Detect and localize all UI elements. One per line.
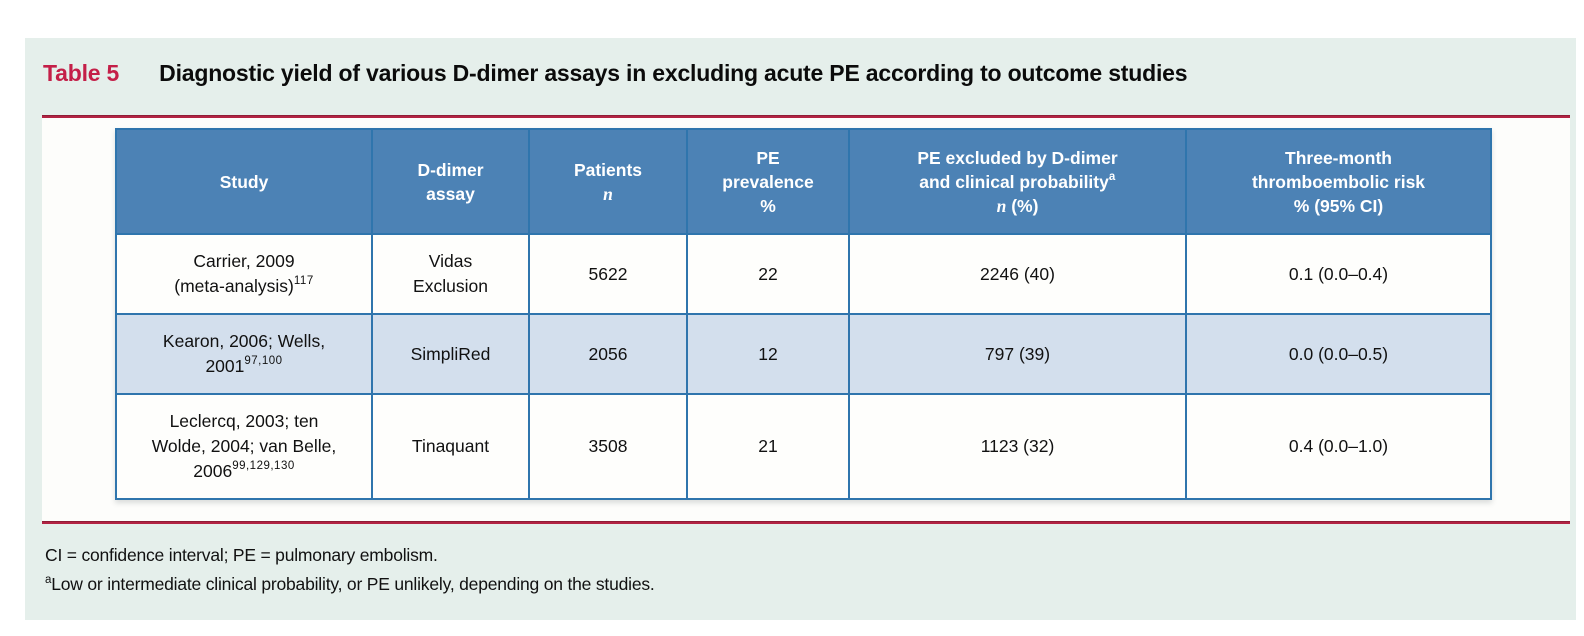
header-prevalence-label: PE prevalence % [722, 147, 814, 216]
header-excluded-lines: PE excluded by D-dimer and clinical prob… [917, 147, 1118, 192]
study-reference: 99,129,130 [232, 460, 295, 473]
data-table: Study D-dimer assay Patients n PE preval… [115, 128, 1492, 500]
cell-excluded: 2246 (40) [848, 233, 1187, 315]
table-number-label: Table 5 [43, 60, 120, 86]
study-reference: 117 [293, 275, 314, 288]
header-prevalence: PE prevalence % [686, 128, 850, 235]
patients-value: 5622 [588, 263, 628, 284]
table-panel: Table 5 Diagnostic yield of various D-dim… [25, 38, 1576, 620]
excluded-value: 2246 (40) [980, 263, 1055, 284]
header-excluded-footnote-mark: a [1108, 170, 1116, 183]
header-patients-label: Patients [573, 159, 643, 180]
table-area: Study D-dimer assay Patients n PE preval… [42, 118, 1570, 521]
risk-value: 0.0 (0.0–0.5) [1288, 343, 1389, 364]
assay-text: SimpliRed [410, 343, 491, 364]
footnotes: CI = confidence interval; PE = pulmonary… [42, 524, 1570, 599]
table-title: Table 5 Diagnostic yield of various D-dim… [42, 38, 1570, 115]
cell-excluded: 1123 (32) [848, 393, 1187, 500]
cell-assay: SimpliRed [371, 313, 530, 395]
cell-risk: 0.0 (0.0–0.5) [1185, 313, 1492, 395]
header-study-label: Study [219, 171, 269, 192]
excluded-value: 1123 (32) [980, 436, 1055, 456]
header-patients: Patients n [528, 128, 688, 235]
table-row: Leclercq, 2003; ten Wolde, 2004; van Bel… [115, 393, 1492, 500]
panel-content: Table 5 Diagnostic yield of various D-dim… [42, 38, 1570, 599]
study-text: Carrier, 2009 (meta-analysis) [174, 251, 295, 296]
cell-patients: 3508 [528, 393, 688, 500]
cell-study: Leclercq, 2003; ten Wolde, 2004; van Bel… [115, 393, 373, 500]
patients-value: 3508 [588, 436, 628, 456]
top-rule [42, 115, 1570, 118]
header-assay-label: D-dimer assay [417, 159, 484, 204]
prevalence-value: 21 [758, 436, 778, 456]
table-row: Carrier, 2009 (meta-analysis)117 Vidas E… [115, 233, 1492, 315]
cell-assay: Vidas Exclusion [371, 233, 530, 315]
header-assay: D-dimer assay [371, 128, 530, 235]
risk-value: 0.4 (0.0–1.0) [1288, 436, 1389, 456]
patients-value: 2056 [588, 343, 628, 364]
bottom-rule [42, 521, 1570, 524]
cell-study: Kearon, 2006; Wells, 200197,100 [115, 313, 373, 395]
table-row: Kearon, 2006; Wells, 200197,100 SimpliRe… [115, 313, 1492, 395]
footnote-abbreviations-text: CI = confidence interval; PE = pulmonary… [45, 545, 438, 565]
header-excluded-n: n [996, 195, 1007, 216]
cell-patients: 2056 [528, 313, 688, 395]
table-title-text: Diagnostic yield of various D-dimer assa… [159, 60, 1188, 86]
cell-risk: 0.4 (0.0–1.0) [1185, 393, 1492, 500]
study-text: Leclercq, 2003; ten Wolde, 2004; van Bel… [151, 411, 337, 481]
cell-prevalence: 12 [686, 313, 850, 395]
header-excluded: PE excluded by D-dimer and clinical prob… [848, 128, 1187, 235]
cell-excluded: 797 (39) [848, 313, 1187, 395]
header-patients-n: n [603, 183, 613, 204]
footnote-a: aLow or intermediate clinical probabilit… [45, 570, 1570, 599]
cell-prevalence: 22 [686, 233, 850, 315]
footnote-abbreviations: CI = confidence interval; PE = pulmonary… [45, 541, 1570, 570]
header-risk-label: Three-month thromboembolic risk % (95% C… [1251, 147, 1426, 216]
study-text: Kearon, 2006; Wells, 2001 [162, 331, 326, 376]
assay-text: Tinaquant [411, 436, 490, 456]
cell-prevalence: 21 [686, 393, 850, 500]
prevalence-value: 22 [758, 263, 778, 284]
header-excluded-rest: (%) [1006, 195, 1039, 216]
risk-value: 0.1 (0.0–0.4) [1288, 263, 1389, 284]
prevalence-value: 12 [758, 343, 778, 364]
header-risk: Three-month thromboembolic risk % (95% C… [1185, 128, 1492, 235]
assay-text: Vidas Exclusion [413, 251, 488, 296]
cell-study: Carrier, 2009 (meta-analysis)117 [115, 233, 373, 315]
footnote-a-mark: a [45, 574, 52, 587]
study-reference: 97,100 [244, 355, 283, 368]
footnote-a-text: Low or intermediate clinical probability… [51, 574, 655, 594]
excluded-value: 797 (39) [984, 343, 1051, 364]
header-study: Study [115, 128, 373, 235]
cell-patients: 5622 [528, 233, 688, 315]
cell-risk: 0.1 (0.0–0.4) [1185, 233, 1492, 315]
cell-assay: Tinaquant [371, 393, 530, 500]
header-row: Study D-dimer assay Patients n PE preval… [115, 128, 1492, 235]
